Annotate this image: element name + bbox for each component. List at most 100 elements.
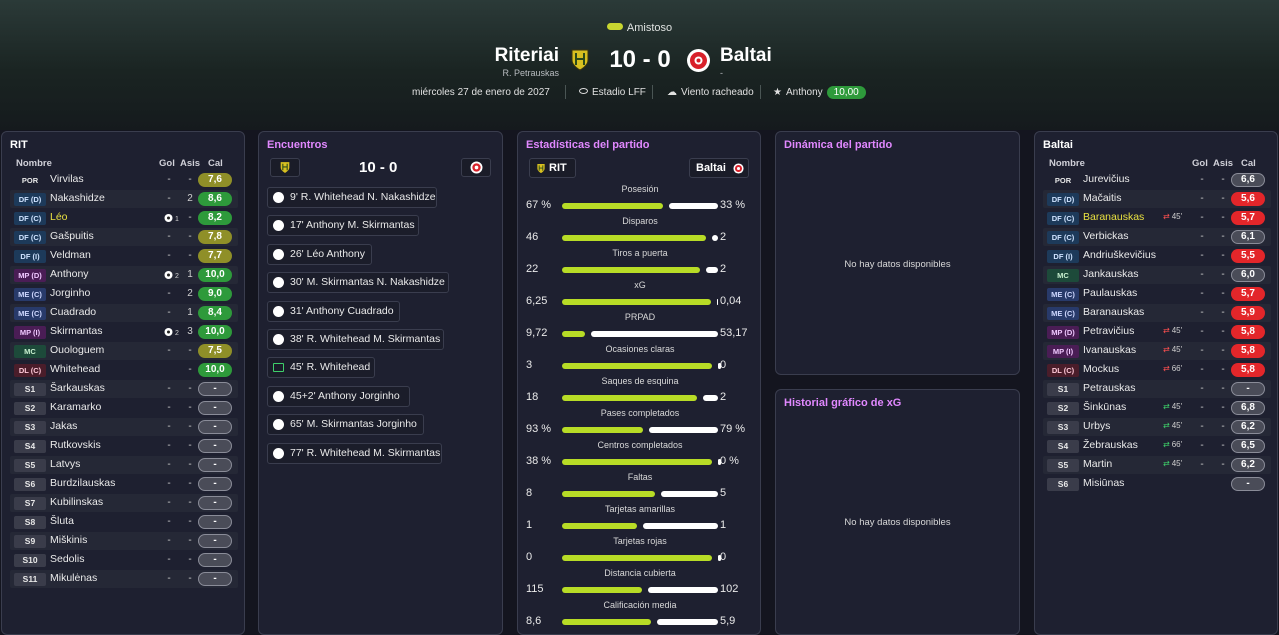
player-name[interactable]: Miškinis — [50, 534, 88, 546]
player-name[interactable]: Mačaitis — [1083, 192, 1122, 204]
player-row[interactable]: S4 Rutkovskis - - - — [10, 437, 238, 455]
player-row[interactable]: S9 Miškinis - - - — [10, 532, 238, 550]
player-name[interactable]: Šluta — [50, 515, 74, 527]
away-team-name[interactable]: Baltai — [720, 45, 772, 66]
player-name[interactable]: Gašpuitis — [50, 230, 94, 242]
player-row[interactable]: MP (D) Petravičius - ⇄ 45' -5,8 — [1043, 323, 1271, 341]
player-row[interactable]: S1 Petrauskas - - - — [1043, 380, 1271, 398]
goals: - — [1200, 212, 1204, 223]
stats-away-team[interactable]: Baltai — [689, 158, 749, 178]
player-name[interactable]: Šinkūnas — [1083, 401, 1127, 413]
home-coach-name[interactable]: R. Petrauskas — [502, 68, 559, 78]
player-row[interactable]: DF (I) Andriuškevičius - -5,5 — [1043, 247, 1271, 265]
player-name[interactable]: Anthony — [50, 268, 89, 280]
stat-home-value: 93 % — [526, 423, 552, 435]
player-row[interactable]: S8 Šluta - - - — [10, 513, 238, 531]
encounter-event[interactable]: 26' Léo Anthony — [267, 243, 372, 265]
player-name[interactable]: Jorginho — [50, 287, 91, 299]
player-name[interactable]: Martin — [1083, 458, 1113, 470]
player-row[interactable]: S11 Mikulėnas - - - — [10, 570, 238, 588]
player-row[interactable]: S7 Kubilinskas - - - — [10, 494, 238, 512]
stats-home-team[interactable]: RIT — [529, 158, 576, 178]
player-name[interactable]: Urbys — [1083, 420, 1111, 432]
home-team-name[interactable]: Riteriai — [494, 45, 559, 66]
player-name[interactable]: Jankauskas — [1083, 268, 1139, 280]
player-name[interactable]: Latvys — [50, 458, 81, 470]
player-row[interactable]: DF (C) Gašpuitis - -7,8 — [10, 228, 238, 246]
player-row[interactable]: DF (C) Léo 1 -8,2 — [10, 209, 238, 227]
player-name[interactable]: Jakas — [50, 420, 78, 432]
player-name[interactable]: Ivanauskas — [1083, 344, 1137, 356]
player-name[interactable]: Whitehead — [50, 363, 101, 375]
player-row[interactable]: S6 Misiūnas - — [1043, 475, 1271, 493]
encounter-event[interactable]: 38' R. Whitehead M. Skirmantas — [267, 329, 444, 350]
player-row[interactable]: POR Virvilas - -7,6 — [10, 171, 238, 189]
stadium-info[interactable]: Estadio LFF — [579, 87, 646, 98]
player-of-match[interactable]: ★ Anthony 10,00 — [773, 86, 866, 99]
player-row[interactable]: MC Ouologuem - -7,5 — [10, 342, 238, 360]
player-row[interactable]: DL (C) Whitehead -10,0 — [10, 361, 238, 379]
player-row[interactable]: S4 Žebrauskas - ⇄ 66' -6,5 — [1043, 437, 1271, 455]
player-row[interactable]: ME (C) Cuadrado - 1 8,4 — [10, 304, 238, 322]
encounter-event[interactable]: 30' M. Skirmantas N. Nakashidze — [267, 272, 449, 294]
player-name[interactable]: Burdzilauskas — [50, 477, 116, 489]
player-row[interactable]: S6 Burdzilauskas - - - — [10, 475, 238, 493]
player-row[interactable]: DF (D) Nakashidze - 2 8,6 — [10, 190, 238, 208]
player-row[interactable]: MP (D) Anthony 2 1 10,0 — [10, 266, 238, 284]
player-name[interactable]: Karamarko — [50, 401, 102, 413]
player-name[interactable]: Nakashidze — [50, 192, 105, 204]
player-row[interactable]: MC Jankauskas - -6,0 — [1043, 266, 1271, 284]
player-row[interactable]: S3 Jakas - - - — [10, 418, 238, 436]
player-row[interactable]: POR Jurevičius - -6,6 — [1043, 171, 1271, 189]
player-row[interactable]: ME (C) Paulauskas - -5,7 — [1043, 285, 1271, 303]
player-name[interactable]: Cuadrado — [50, 306, 97, 318]
player-name[interactable]: Kubilinskas — [50, 496, 104, 508]
player-name[interactable]: Veldman — [50, 249, 91, 261]
encounter-event[interactable]: 77' R. Whitehead M. Skirmantas — [267, 442, 442, 464]
player-row[interactable]: DF (C) Baranauskas - ⇄ 45' -5,7 — [1043, 209, 1271, 227]
player-row[interactable]: S3 Urbys - ⇄ 45' -6,2 — [1043, 418, 1271, 436]
player-name[interactable]: Mikulėnas — [50, 572, 98, 584]
player-name[interactable]: Žebrauskas — [1083, 439, 1138, 451]
riteriai-crest-icon[interactable] — [569, 48, 591, 72]
player-name[interactable]: Baranauskas — [1083, 306, 1145, 318]
baltai-crest-icon[interactable] — [686, 48, 711, 73]
encounter-event[interactable]: 17' Anthony M. Skirmantas — [267, 215, 419, 237]
player-name[interactable]: Léo — [50, 211, 68, 223]
player-name[interactable]: Verbickas — [1083, 230, 1129, 242]
player-row[interactable]: S10 Sedolis - - - — [10, 551, 238, 569]
player-name[interactable]: Virvilas — [50, 173, 84, 185]
player-row[interactable]: S2 Šinkūnas - ⇄ 45' -6,8 — [1043, 399, 1271, 417]
player-row[interactable]: ME (C) Jorginho - 2 9,0 — [10, 285, 238, 303]
player-name[interactable]: Jurevičius — [1083, 173, 1130, 185]
player-name[interactable]: Paulauskas — [1083, 287, 1138, 299]
encounter-event[interactable]: 45+2' Anthony Jorginho — [267, 385, 410, 407]
player-name[interactable]: Andriuškevičius — [1083, 249, 1156, 261]
player-name[interactable]: Baranauskas — [1083, 211, 1145, 223]
player-row[interactable]: S1 Šarkauskas - - - — [10, 380, 238, 398]
player-row[interactable]: DF (I) Veldman - -7,7 — [10, 247, 238, 265]
encounter-event[interactable]: 65' M. Skirmantas Jorginho — [267, 414, 424, 436]
player-name[interactable]: Mockus — [1083, 363, 1120, 375]
player-name[interactable]: Rutkovskis — [50, 439, 101, 451]
player-name[interactable]: Petrauskas — [1083, 382, 1136, 394]
player-name[interactable]: Misiūnas — [1083, 477, 1125, 489]
player-row[interactable]: MP (I) Skirmantas 2 3 10,0 — [10, 323, 238, 341]
player-row[interactable]: DF (D) Mačaitis - -5,6 — [1043, 190, 1271, 208]
player-name[interactable]: Petravičius — [1083, 325, 1135, 337]
encounter-event[interactable]: 9' R. Whitehead N. Nakashidze — [267, 187, 437, 208]
player-row[interactable]: DL (C) Mockus - ⇄ 66' -5,8 — [1043, 361, 1271, 379]
player-name[interactable]: Sedolis — [50, 553, 85, 565]
player-row[interactable]: MP (I) Ivanauskas - ⇄ 45' -5,8 — [1043, 342, 1271, 360]
player-row[interactable]: S2 Karamarko - - - — [10, 399, 238, 417]
event-text: 65' M. Skirmantas Jorginho — [290, 418, 417, 431]
player-row[interactable]: S5 Latvys - - - — [10, 456, 238, 474]
player-row[interactable]: DF (C) Verbickas - -6,1 — [1043, 228, 1271, 246]
player-row[interactable]: ME (C) Baranauskas - -5,9 — [1043, 304, 1271, 322]
player-name[interactable]: Skirmantas — [50, 325, 103, 337]
player-row[interactable]: S5 Martin - ⇄ 45' -6,2 — [1043, 456, 1271, 474]
encounter-event[interactable]: 31' Anthony Cuadrado — [267, 300, 400, 322]
player-name[interactable]: Ouologuem — [50, 344, 105, 356]
encounter-event[interactable]: 45' R. Whitehead — [267, 357, 375, 379]
player-name[interactable]: Šarkauskas — [50, 382, 105, 394]
